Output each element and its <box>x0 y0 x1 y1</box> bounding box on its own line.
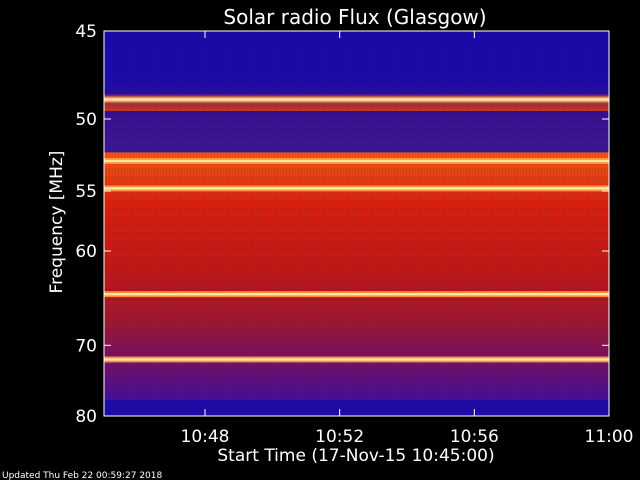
y-tick-label: 60 <box>75 242 97 262</box>
bright-band <box>104 358 609 361</box>
x-tick-label: 10:48 <box>181 427 230 447</box>
y-tick-label: 55 <box>75 182 97 202</box>
bright-band <box>104 159 609 163</box>
x-tick-label: 10:56 <box>450 427 499 447</box>
y-tick-label: 70 <box>75 336 97 356</box>
plot-frame <box>103 30 610 417</box>
x-axis-label: Start Time (17-Nov-15 10:45:00) <box>217 446 494 466</box>
y-tick-label: 45 <box>75 22 97 42</box>
chart-title: Solar radio Flux (Glasgow) <box>223 5 486 29</box>
y-tick-label: 50 <box>75 110 97 130</box>
x-tick-label: 11:00 <box>585 427 634 447</box>
footer-updated: Updated Thu Feb 22 00:59:27 2018 <box>2 471 163 480</box>
plot-area: 45 50 55 60 70 80 10:48 10:52 10:56 11:00 <box>75 22 633 447</box>
y-tick-label: 80 <box>75 407 97 427</box>
bright-band <box>104 187 609 190</box>
bright-band <box>104 98 609 101</box>
bright-band <box>104 292 609 296</box>
time-streak-texture <box>104 31 609 416</box>
x-tick-label: 10:52 <box>315 427 364 447</box>
y-axis-label: Frequency [MHz] <box>47 151 67 294</box>
